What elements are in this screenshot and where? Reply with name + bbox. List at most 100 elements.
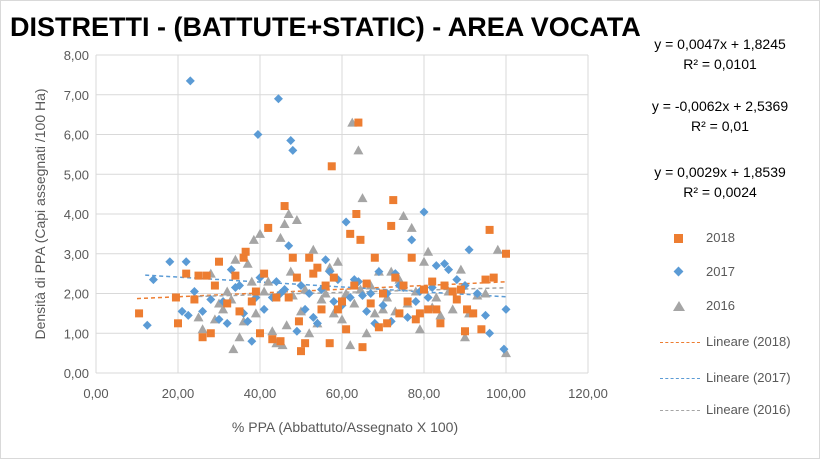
dashed-line-icon xyxy=(660,378,700,379)
legend-label: Lineare (2016) xyxy=(706,402,791,417)
point-2016 xyxy=(218,304,229,314)
point-2018 xyxy=(210,281,219,290)
y-tick-label: 6,00 xyxy=(64,128,89,143)
point-2016 xyxy=(267,326,278,336)
point-2018 xyxy=(194,271,203,280)
point-2016 xyxy=(480,288,491,298)
x-tick-label: 20,00 xyxy=(162,386,195,401)
x-tick-label: 0,00 xyxy=(83,386,108,401)
point-2017 xyxy=(366,289,376,298)
point-2017 xyxy=(148,275,158,285)
point-2018 xyxy=(294,317,303,326)
point-2017 xyxy=(341,217,351,227)
point-2018 xyxy=(329,273,338,282)
point-2016 xyxy=(316,294,327,304)
point-2017 xyxy=(235,281,244,291)
point-2017 xyxy=(284,241,294,251)
point-2017 xyxy=(378,300,388,310)
trendline xyxy=(198,287,507,298)
point-2018 xyxy=(440,281,449,290)
point-2018 xyxy=(288,253,297,262)
point-2018 xyxy=(436,319,445,328)
point-2018 xyxy=(342,325,351,334)
point-2018 xyxy=(223,299,232,308)
x-tick-label: 80,00 xyxy=(408,386,441,401)
point-2018 xyxy=(301,339,310,348)
point-2018 xyxy=(399,281,408,290)
x-tick-label: 60,00 xyxy=(326,386,359,401)
point-2016 xyxy=(435,310,446,320)
point-2017 xyxy=(440,259,449,269)
point-2017 xyxy=(312,318,322,328)
series-2016 xyxy=(193,117,511,358)
point-2017 xyxy=(345,292,355,302)
point-2018 xyxy=(415,309,424,318)
point-2017 xyxy=(481,310,490,320)
point-2017 xyxy=(358,290,367,300)
point-2016 xyxy=(230,254,241,264)
point-2017 xyxy=(185,76,195,86)
legend-label: 2017 xyxy=(706,264,735,279)
point-2018 xyxy=(305,253,314,262)
point-2018 xyxy=(370,253,379,262)
point-2016 xyxy=(228,344,239,354)
legend-label: 2018 xyxy=(706,230,735,245)
y-axis-label: Densità di PPA (Capi assegnati /100 Ha) xyxy=(32,88,48,339)
legend-label: Lineare (2017) xyxy=(706,370,791,385)
point-2017 xyxy=(452,275,462,285)
point-2018 xyxy=(198,333,207,342)
point-2017 xyxy=(222,318,232,328)
point-2016 xyxy=(355,284,366,294)
y-tick-label: 3,00 xyxy=(64,247,89,262)
point-2018 xyxy=(354,118,363,127)
legend-label: Lineare (2018) xyxy=(706,334,791,349)
point-2018 xyxy=(171,293,180,302)
point-2016 xyxy=(398,210,409,220)
data-points xyxy=(135,76,511,358)
point-2017 xyxy=(214,314,224,324)
point-2017 xyxy=(273,94,283,104)
point-2017 xyxy=(253,130,263,139)
y-tick-label: 7,00 xyxy=(64,88,89,103)
point-2018 xyxy=(251,287,260,296)
series-2018 xyxy=(135,118,510,356)
r2-text: R² = 0,0101 xyxy=(683,56,757,72)
point-2016 xyxy=(423,246,434,256)
point-2018 xyxy=(321,281,330,290)
point-2017 xyxy=(362,306,372,316)
equation-text: y = 0,0047x + 1,8245 xyxy=(654,36,786,52)
point-2017 xyxy=(271,277,281,287)
point-2018 xyxy=(350,281,359,290)
point-2016 xyxy=(349,298,360,308)
point-2016 xyxy=(460,332,470,342)
triangle-marker-icon xyxy=(673,301,685,311)
point-2016 xyxy=(285,266,296,276)
point-2018 xyxy=(362,279,371,288)
point-2016 xyxy=(328,308,339,318)
y-tick-label: 8,00 xyxy=(64,48,89,63)
point-2016 xyxy=(291,214,302,224)
y-tick-label: 0,00 xyxy=(64,366,89,381)
trend-equation-2016: y = 0,0029x + 1,8539 R² = 0,0024 xyxy=(630,162,810,202)
point-2018 xyxy=(135,309,144,318)
x-tick-label: 120,00 xyxy=(568,386,608,401)
point-2017 xyxy=(403,312,413,322)
point-2017 xyxy=(329,296,339,306)
point-2018 xyxy=(276,337,285,346)
point-2016 xyxy=(234,332,245,342)
point-2016 xyxy=(214,298,224,308)
point-2018 xyxy=(452,295,461,304)
point-2016 xyxy=(492,244,503,254)
point-2018 xyxy=(461,327,469,336)
dashed-line-icon xyxy=(660,342,700,343)
point-2018 xyxy=(489,273,498,282)
point-2016 xyxy=(419,256,429,266)
dashed-line-icon xyxy=(660,410,700,411)
point-2018 xyxy=(333,305,342,314)
r2-text: R² = 0,01 xyxy=(691,118,749,134)
point-2018 xyxy=(420,285,428,294)
point-2017 xyxy=(374,267,384,277)
point-2016 xyxy=(255,228,265,238)
point-2016 xyxy=(250,308,261,318)
point-2018 xyxy=(485,225,494,234)
